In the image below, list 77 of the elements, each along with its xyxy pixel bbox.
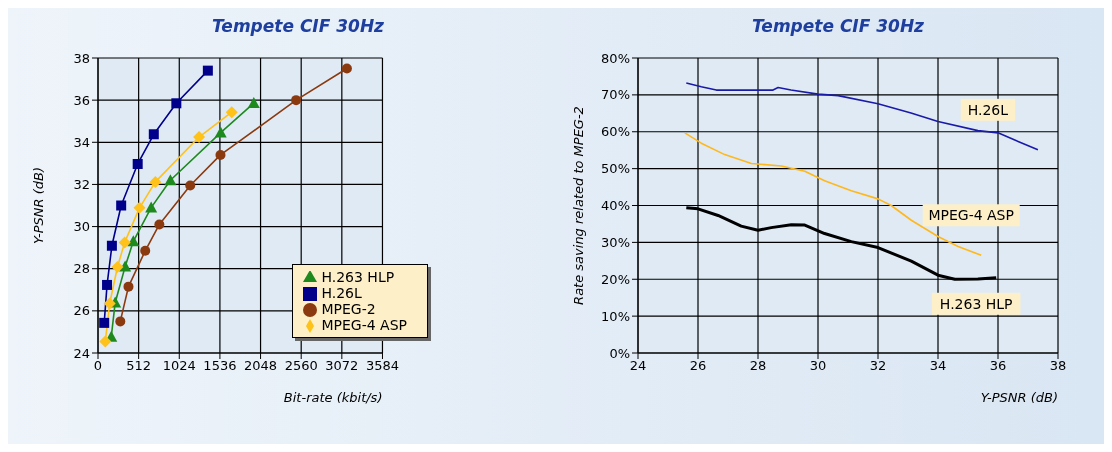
- x-tick-label: 24: [629, 358, 647, 374]
- point: [140, 245, 151, 256]
- point: [154, 219, 165, 230]
- x-tick-label: 1024: [162, 358, 196, 374]
- point: [116, 200, 127, 211]
- x-axis-title: Y-PSNR (dB): [980, 390, 1058, 405]
- series-label: H.26L: [967, 101, 1009, 118]
- x-tick-label: 28: [749, 358, 767, 374]
- x-tick-label: 2560: [284, 358, 318, 374]
- x-tick-label: 3072: [325, 358, 359, 374]
- x-tick-label: 36: [989, 358, 1007, 374]
- point: [145, 201, 158, 213]
- x-tick-label: 3584: [365, 358, 400, 374]
- chart-title: Tempete CIF 30Hz: [210, 16, 385, 36]
- point: [149, 175, 162, 188]
- y-tick-label: 32: [73, 177, 90, 193]
- x-tick-label: 512: [126, 358, 152, 374]
- y-tick-label: 0%: [609, 345, 630, 361]
- point: [118, 236, 131, 249]
- point: [193, 131, 206, 144]
- point: [291, 95, 302, 106]
- point: [103, 297, 116, 310]
- y-tick-label: 30%: [601, 234, 630, 250]
- y-tick-label: 10%: [601, 308, 630, 324]
- legend-label: MPEG-2: [321, 301, 376, 317]
- point: [102, 279, 113, 290]
- legend-label: H.26L: [321, 285, 362, 301]
- legend-label: MPEG-4 ASP: [321, 317, 407, 333]
- point: [247, 97, 260, 109]
- point: [106, 240, 117, 251]
- point: [119, 260, 132, 272]
- x-tick-label: 1536: [203, 358, 237, 374]
- series-label: MPEG-4 ASP: [928, 207, 1014, 224]
- x-tick-label: 34: [929, 358, 947, 374]
- point: [123, 281, 134, 292]
- line-series: [685, 82, 1039, 151]
- y-tick-label: 24: [73, 345, 90, 361]
- y-tick-label: 70%: [601, 87, 630, 103]
- series-label: H.263 HLP: [939, 295, 1013, 312]
- y-tick-label: 38: [73, 50, 90, 66]
- point: [111, 261, 124, 274]
- y-tick-label: 36: [73, 92, 90, 108]
- y-tick-label: 34: [73, 134, 90, 150]
- point: [148, 129, 159, 140]
- x-tick-label: 0: [93, 358, 103, 374]
- y-tick-label: 80%: [601, 50, 630, 66]
- point: [164, 174, 177, 186]
- legend-label: H.263 HLP: [321, 269, 395, 285]
- y-axis-title: Y-PSNR (dB): [30, 166, 46, 245]
- point: [225, 106, 238, 119]
- y-tick-label: 30: [73, 219, 90, 235]
- x-tick-label: 2048: [244, 358, 278, 374]
- point: [341, 63, 352, 74]
- point: [99, 317, 110, 328]
- point: [202, 65, 213, 76]
- point: [132, 158, 143, 169]
- y-tick-label: 26: [73, 303, 90, 319]
- point: [214, 126, 227, 138]
- point: [185, 180, 196, 191]
- point: [99, 335, 112, 348]
- x-axis-title: Bit-rate (kbit/s): [283, 390, 383, 405]
- line-series: [684, 132, 982, 257]
- point: [133, 201, 146, 214]
- y-tick-label: 20%: [601, 271, 630, 287]
- y-tick-label: 60%: [601, 124, 630, 140]
- y-tick-label: 28: [73, 261, 90, 277]
- y-axis-title: Rate saving related to MPEG-2: [570, 106, 586, 305]
- y-tick-label: 40%: [601, 198, 630, 214]
- point: [115, 316, 126, 327]
- x-tick-label: 26: [689, 358, 707, 374]
- x-tick-label: 38: [1049, 358, 1067, 374]
- point: [215, 149, 226, 160]
- point: [171, 98, 182, 109]
- y-tick-label: 50%: [601, 161, 630, 177]
- x-tick-label: 32: [869, 358, 887, 374]
- x-tick-label: 30: [809, 358, 827, 374]
- chart-title: Tempete CIF 30Hz: [750, 16, 925, 36]
